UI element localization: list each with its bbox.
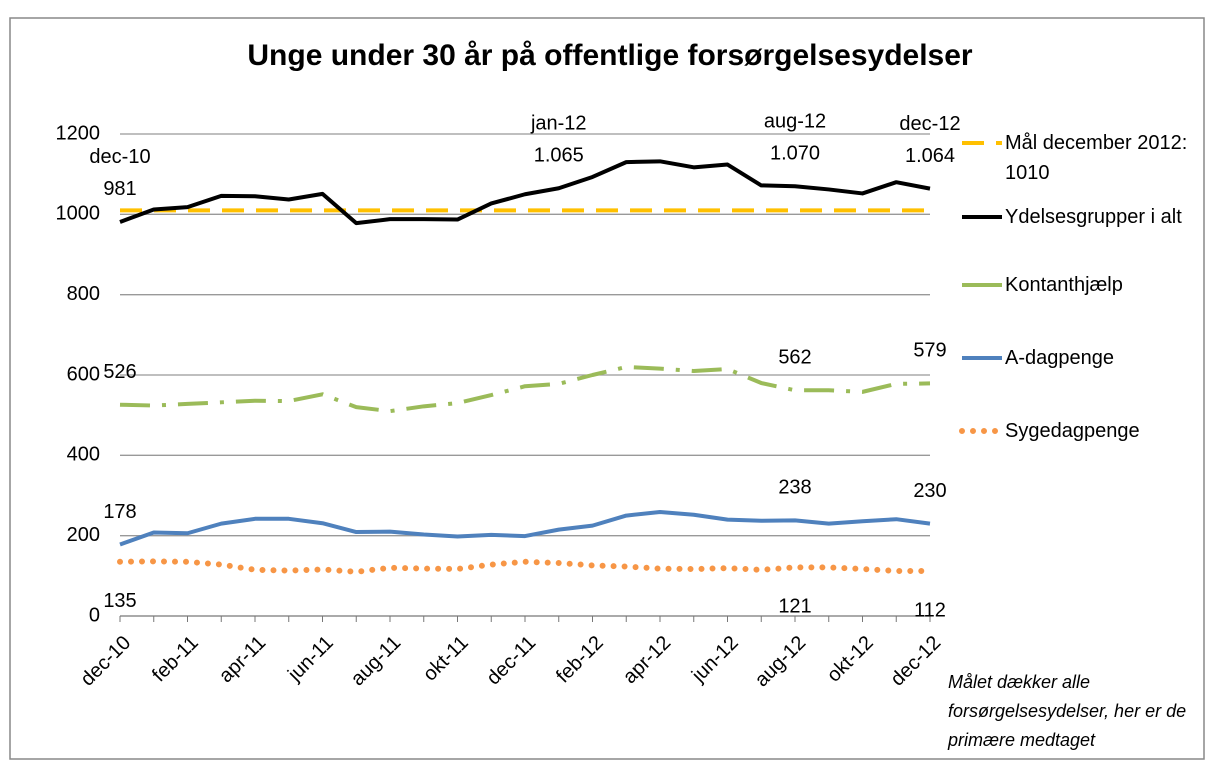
x-tick-label: dec-11 bbox=[483, 632, 541, 690]
data-label: 1.064 bbox=[905, 145, 955, 167]
data-label: 135 bbox=[103, 590, 136, 612]
legend-label: Kontanthjælp bbox=[1005, 274, 1123, 296]
legend-label: Mål december 2012: 1010 bbox=[1005, 132, 1188, 184]
series-line bbox=[119, 509, 931, 547]
annotation: dec-12 bbox=[899, 113, 960, 135]
y-tick-label: 1000 bbox=[56, 203, 101, 225]
series-line bbox=[119, 159, 931, 226]
y-tick-label: 600 bbox=[67, 363, 100, 385]
y-tick-label: 1200 bbox=[56, 122, 101, 144]
series-line bbox=[119, 364, 931, 414]
x-tick-label: jun-12 bbox=[687, 632, 743, 688]
legend-label: Sygedagpenge bbox=[1005, 420, 1140, 442]
x-tick-label: apr-11 bbox=[215, 632, 270, 687]
y-tick-label: 800 bbox=[67, 283, 100, 305]
data-label: 981 bbox=[103, 178, 136, 200]
data-label: 562 bbox=[778, 347, 811, 369]
data-label: 230 bbox=[913, 480, 946, 502]
legend-label: A-dagpenge bbox=[1005, 347, 1114, 369]
y-tick-label: 200 bbox=[67, 524, 100, 546]
x-tick-label: aug-12 bbox=[751, 632, 811, 692]
data-label: 579 bbox=[913, 340, 946, 362]
data-label: 1.070 bbox=[770, 142, 820, 164]
y-tick-label: 0 bbox=[89, 604, 100, 626]
x-tick-label: aug-11 bbox=[347, 632, 406, 691]
x-tick-label: dec-12 bbox=[886, 632, 945, 691]
x-tick-label: feb-11 bbox=[148, 632, 203, 687]
annotation: dec-10 bbox=[89, 146, 150, 168]
x-tick-label: feb-12 bbox=[552, 632, 608, 688]
legend-label: Ydelsesgrupper i alt bbox=[1005, 206, 1182, 228]
chart-frame bbox=[9, 17, 1205, 760]
data-label: 178 bbox=[103, 501, 136, 523]
x-tick-label: apr-12 bbox=[619, 632, 675, 688]
note: Målet dækker alle forsørgelsesydelser, h… bbox=[948, 672, 1187, 750]
chart-title: Unge under 30 år på offentlige forsørgel… bbox=[247, 39, 973, 72]
annotation: jan-12 bbox=[530, 113, 587, 135]
x-tick-label: dec-10 bbox=[76, 632, 135, 691]
data-label: 526 bbox=[103, 361, 136, 383]
x-tick-label: okt-12 bbox=[823, 632, 878, 687]
data-label: 121 bbox=[778, 596, 811, 618]
annotation: aug-12 bbox=[764, 110, 826, 132]
data-label: 238 bbox=[778, 477, 811, 499]
data-label: 112 bbox=[914, 599, 946, 621]
series-line bbox=[117, 558, 933, 575]
y-tick-label: 400 bbox=[67, 444, 100, 466]
x-tick-label: okt-11 bbox=[419, 632, 473, 686]
x-tick-label: jun-11 bbox=[283, 632, 338, 687]
data-label: 1.065 bbox=[534, 145, 584, 167]
